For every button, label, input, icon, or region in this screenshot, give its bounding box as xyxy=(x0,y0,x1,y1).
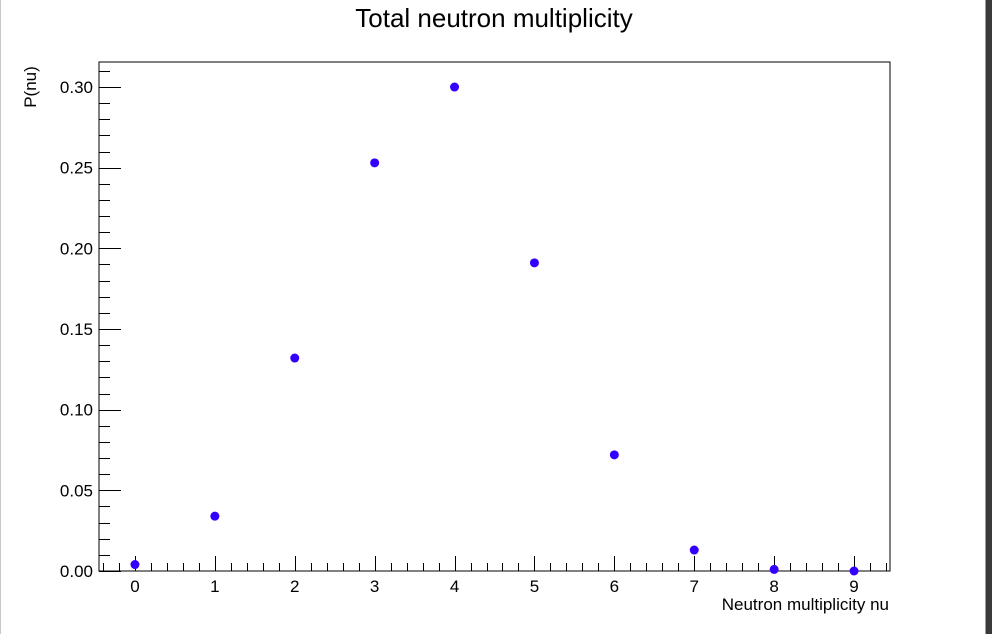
data-point xyxy=(370,158,380,168)
data-point xyxy=(689,545,699,555)
x-tick-label: 6 xyxy=(610,577,619,596)
y-tick-label: 0.15 xyxy=(60,320,93,339)
y-tick-label: 0.00 xyxy=(60,562,93,581)
data-point xyxy=(130,560,140,570)
x-tick-label: 7 xyxy=(690,577,699,596)
data-point xyxy=(450,82,460,92)
data-point xyxy=(849,566,859,576)
x-tick-label: 4 xyxy=(450,577,459,596)
x-axis-label: Neutron multiplicity nu xyxy=(721,595,889,614)
x-tick-label: 8 xyxy=(769,577,778,596)
data-point xyxy=(290,353,300,363)
x-tick-label: 9 xyxy=(849,577,858,596)
plot-frame xyxy=(98,61,891,572)
chart-title: Total neutron multiplicity xyxy=(355,3,633,33)
x-tick-label: 5 xyxy=(530,577,539,596)
data-point xyxy=(210,511,220,521)
y-tick-label: 0.20 xyxy=(60,239,93,258)
x-tick-label: 3 xyxy=(370,577,379,596)
y-tick-label: 0.30 xyxy=(60,78,93,97)
data-point xyxy=(609,450,619,460)
y-tick-label: 0.05 xyxy=(60,481,93,500)
y-axis-label: P(nu) xyxy=(21,66,40,108)
x-tick-label: 1 xyxy=(210,577,219,596)
y-tick-label: 0.25 xyxy=(60,159,93,178)
data-point xyxy=(769,564,779,574)
x-tick-label: 2 xyxy=(290,577,299,596)
window-left-edge xyxy=(0,0,1,634)
data-point xyxy=(529,258,539,268)
window-right-edge xyxy=(985,0,992,634)
x-tick-label: 0 xyxy=(130,577,139,596)
y-tick-label: 0.10 xyxy=(60,401,93,420)
